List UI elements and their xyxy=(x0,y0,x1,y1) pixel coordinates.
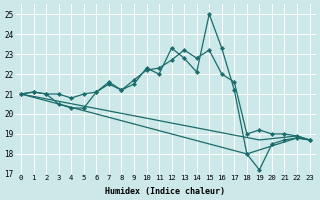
X-axis label: Humidex (Indice chaleur): Humidex (Indice chaleur) xyxy=(105,187,225,196)
